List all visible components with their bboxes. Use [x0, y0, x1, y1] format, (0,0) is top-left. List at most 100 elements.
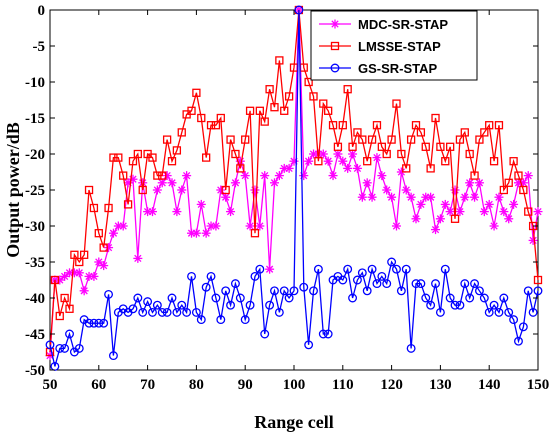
data-point-circle [421, 293, 431, 303]
data-point-asterisk [523, 171, 533, 181]
data-point-square [172, 146, 182, 155]
data-point-asterisk [162, 171, 172, 181]
y-tick-label: -10 [25, 75, 45, 91]
data-point-asterisk [387, 192, 397, 202]
data-point-circle [367, 264, 377, 274]
data-point-square [431, 113, 440, 123]
data-point-asterisk [104, 243, 114, 253]
data-point-asterisk [328, 171, 338, 181]
data-point-square [216, 113, 225, 123]
data-point-square [84, 185, 94, 195]
data-point-square [353, 128, 362, 137]
data-point-square [206, 121, 216, 130]
data-point-square [475, 135, 484, 144]
data-point-asterisk [323, 156, 333, 166]
data-point-square [138, 185, 147, 195]
legend-label: GS-SR-STAP [358, 61, 438, 76]
data-point-circle [162, 307, 172, 317]
data-point-circle [377, 271, 387, 281]
data-point-square [397, 149, 406, 159]
series-gs-sr-stap [45, 5, 543, 371]
data-point-asterisk [382, 185, 392, 195]
data-point-square [338, 121, 347, 130]
data-point-asterisk [465, 178, 475, 188]
y-tick-label: -15 [25, 111, 45, 127]
data-point-asterisk [445, 207, 455, 217]
data-point-circle [294, 5, 304, 15]
data-point-asterisk [79, 286, 89, 296]
data-point-square [75, 257, 84, 267]
data-point-asterisk [450, 185, 460, 195]
data-point-circle [450, 300, 460, 310]
data-point-asterisk [348, 149, 358, 159]
legend-item: GS-SR-STAP [319, 61, 438, 76]
data-point-square [177, 128, 186, 137]
data-point-square [94, 229, 103, 238]
data-point-circle [330, 63, 340, 73]
data-point-asterisk [265, 264, 275, 274]
series-layer [45, 5, 543, 371]
data-point-asterisk [377, 171, 387, 181]
data-point-circle [187, 271, 196, 281]
data-point-circle [274, 307, 284, 317]
data-point-square [499, 185, 508, 195]
data-point-square [270, 103, 279, 112]
x-tick-label: 60 [91, 377, 106, 393]
data-point-asterisk [128, 174, 138, 184]
data-point-circle [318, 329, 328, 339]
y-tick-label: -45 [25, 327, 45, 343]
data-point-square [372, 121, 382, 130]
data-point-square [494, 121, 504, 130]
data-point-circle [523, 286, 533, 296]
data-point-circle [528, 307, 538, 317]
data-point-circle [382, 279, 392, 289]
data-point-circle [108, 351, 118, 361]
data-point-asterisk [533, 207, 543, 217]
data-point-square [524, 207, 533, 216]
data-point-circle [279, 286, 289, 296]
legend-item: LMSSE-STAP [319, 39, 441, 54]
data-point-asterisk [245, 221, 255, 231]
data-point-square [245, 106, 255, 115]
data-point-circle [455, 300, 465, 310]
data-point-circle [270, 286, 279, 296]
data-point-circle [201, 282, 211, 292]
data-point-asterisk [118, 221, 128, 231]
data-point-square [343, 85, 352, 94]
data-point-square [104, 203, 113, 213]
data-point-square [153, 171, 162, 180]
data-point-circle [499, 293, 509, 303]
data-point-circle [426, 300, 436, 310]
data-point-circle [221, 286, 231, 296]
data-point-square [304, 77, 313, 87]
data-point-asterisk [411, 214, 421, 224]
data-point-asterisk [94, 257, 104, 267]
data-point-square [460, 128, 469, 137]
data-point-circle [392, 264, 401, 274]
data-point-circle [230, 279, 240, 289]
data-point-square [436, 142, 445, 151]
data-point-square [392, 99, 401, 108]
data-point-asterisk [167, 178, 177, 188]
data-point-square [211, 121, 221, 130]
data-point-asterisk [211, 221, 221, 231]
data-point-asterisk [333, 149, 343, 159]
data-point-asterisk [338, 156, 348, 166]
data-point-asterisk [489, 221, 499, 231]
data-point-square [123, 200, 133, 209]
legend: MDC-SR-STAP LMSSE-STAP GS-SR-STAP [310, 10, 478, 81]
data-point-asterisk [108, 228, 118, 238]
data-point-square [99, 243, 108, 252]
data-point-square [533, 275, 543, 285]
data-point-circle [479, 293, 489, 303]
data-point-square [387, 135, 396, 144]
data-point-square [241, 135, 250, 144]
data-point-square [319, 99, 328, 108]
data-point-circle [406, 343, 416, 353]
data-point-asterisk [240, 171, 250, 181]
data-point-square [489, 157, 499, 166]
data-point-asterisk [99, 261, 109, 271]
data-point-asterisk [55, 275, 65, 285]
data-point-asterisk [226, 207, 236, 217]
data-point-circle [133, 293, 143, 303]
